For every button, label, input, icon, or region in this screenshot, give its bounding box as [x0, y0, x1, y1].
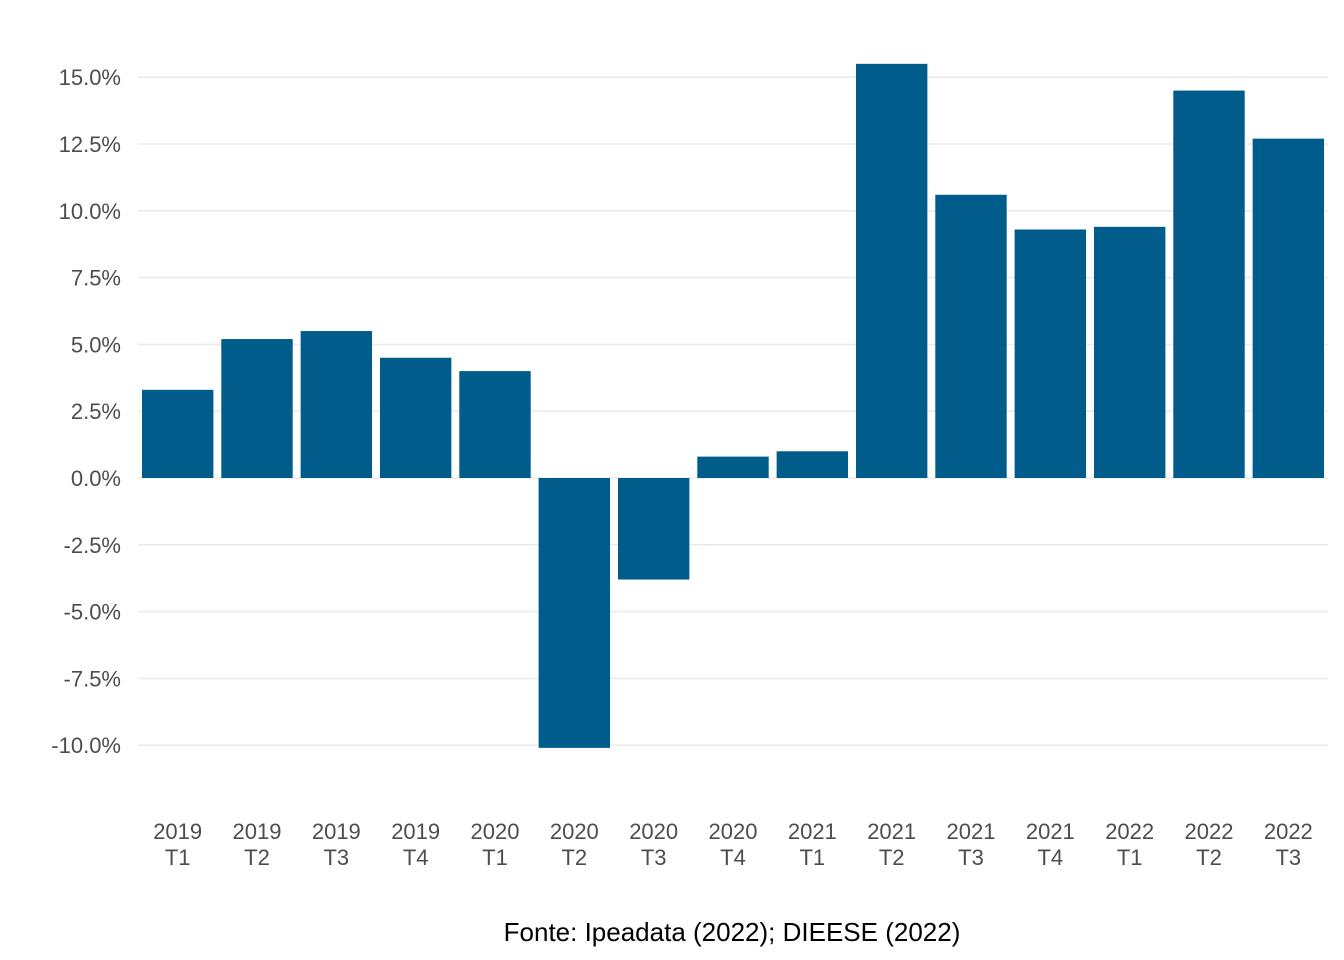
bar — [855, 63, 928, 479]
y-tick-label: 12.5% — [59, 132, 121, 157]
y-tick-label: 10.0% — [59, 199, 121, 224]
y-tick-label: -10.0% — [51, 733, 121, 758]
bar — [935, 194, 1007, 478]
x-tick-label: 2021 T2 — [867, 819, 916, 870]
x-tick-label: 2019 T2 — [233, 819, 282, 870]
x-axis: 2019 T1 2019 T2 2019 T3 2019 T4 2020 T1 2020 T2 2020… — [153, 819, 1313, 870]
bar — [1014, 229, 1087, 478]
x-tick-label: 2020 T3 — [629, 819, 678, 870]
x-tick-label: 2019 T3 — [312, 819, 361, 870]
bar — [221, 339, 293, 478]
bar — [538, 478, 611, 748]
x-tick-label: 2021 T3 — [947, 819, 996, 870]
x-tick-label: 2020 T1 — [471, 819, 520, 870]
bar — [379, 357, 452, 478]
x-tick-label: 2022 T3 — [1264, 819, 1313, 870]
y-tick-label: 5.0% — [71, 332, 121, 357]
x-tick-label: 2021 T4 — [1026, 819, 1075, 870]
y-tick-label: 15.0% — [59, 65, 121, 90]
bar — [697, 456, 769, 478]
x-tick-label: 2019 T1 — [153, 819, 202, 870]
x-tick-label: 2020 T4 — [709, 819, 758, 870]
bar — [1173, 90, 1245, 478]
y-tick-label: -7.5% — [64, 666, 121, 691]
bar — [1252, 138, 1325, 478]
y-tick-label: 2.5% — [71, 399, 121, 424]
y-tick-label: -2.5% — [64, 533, 121, 558]
bar — [459, 371, 531, 478]
bars — [141, 63, 1325, 748]
x-tick-label: 2019 T4 — [391, 819, 440, 870]
bar — [300, 331, 373, 478]
y-tick-label: -5.0% — [64, 600, 121, 625]
y-tick-label: 7.5% — [71, 266, 121, 291]
bar — [141, 389, 214, 478]
y-tick-label: 0.0% — [71, 466, 121, 491]
bar — [1093, 226, 1166, 478]
x-tick-label: 2020 T2 — [550, 819, 599, 870]
bar — [776, 451, 849, 478]
x-tick-label: 2022 T1 — [1105, 819, 1154, 870]
x-tick-label: 2022 T2 — [1185, 819, 1234, 870]
chart-caption: Fonte: Ipeadata (2022); DIEESE (2022) — [504, 917, 961, 947]
bar — [617, 478, 690, 580]
x-tick-label: 2021 T1 — [788, 819, 837, 870]
y-axis: -10.0% -7.5% -5.0% -2.5% 0.0% 2.5% 5.0% 7.5% 10.… — [51, 65, 121, 758]
